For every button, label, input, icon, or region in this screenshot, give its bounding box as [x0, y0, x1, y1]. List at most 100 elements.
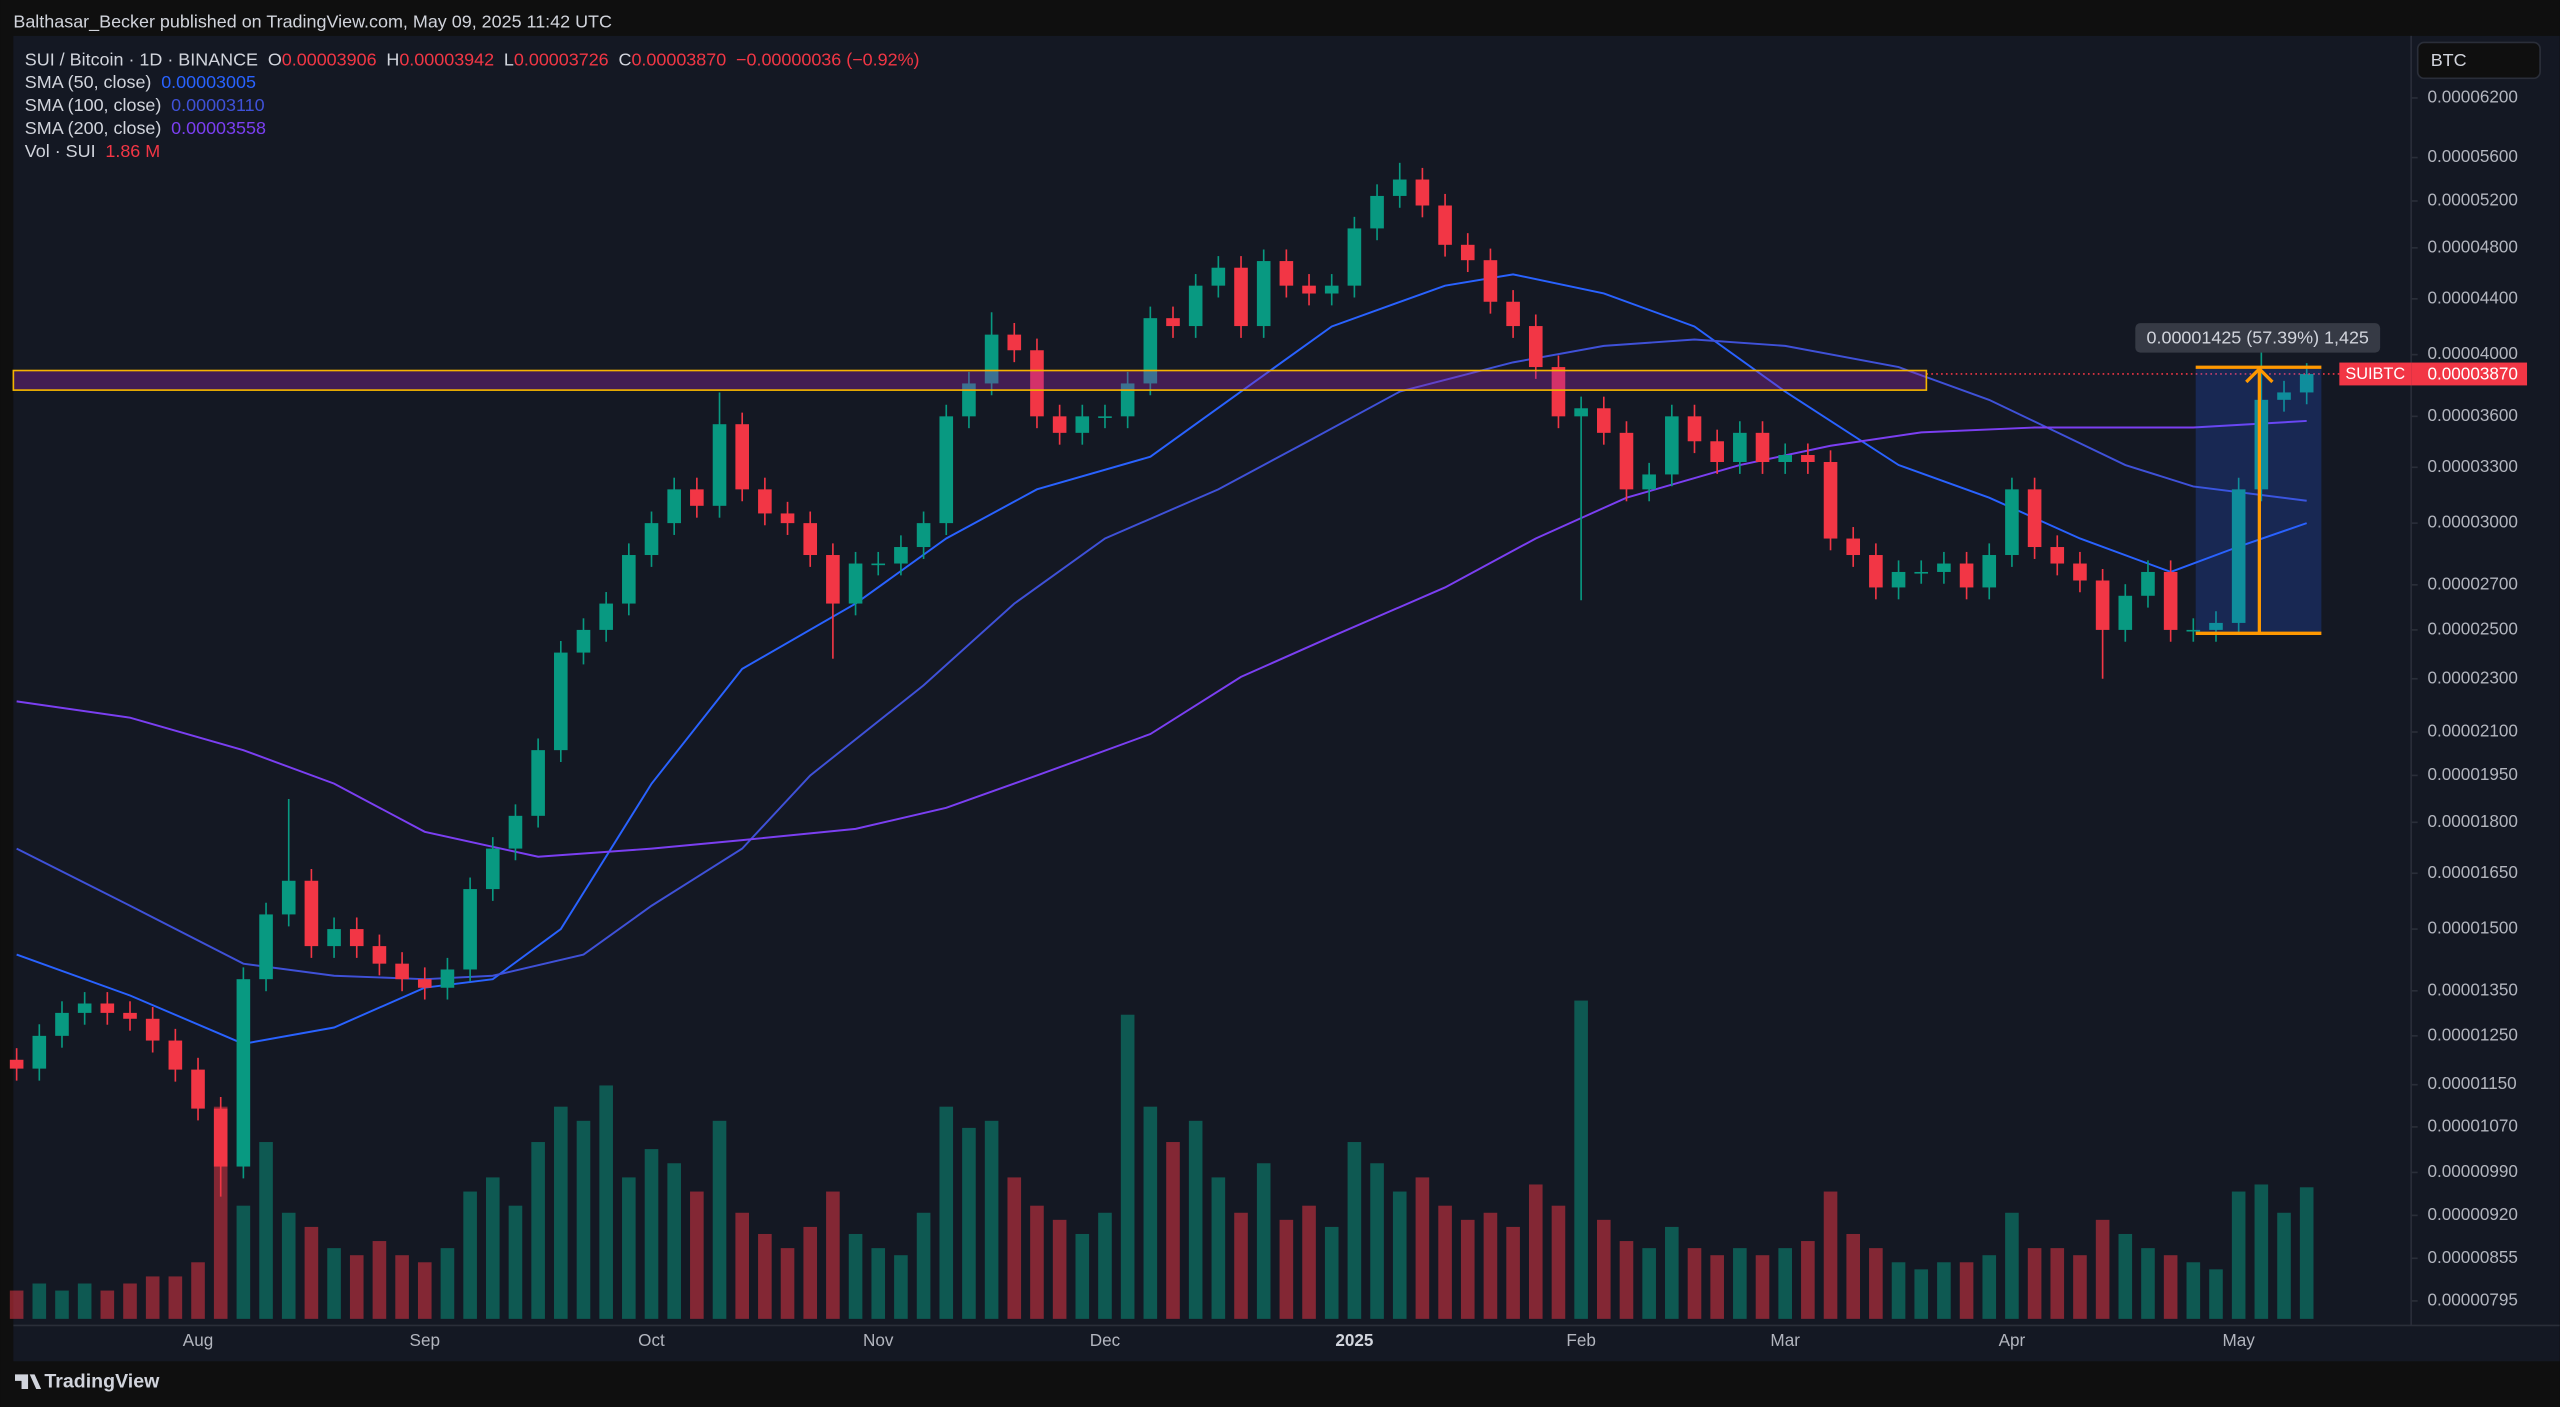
volume-bar: [417, 1262, 432, 1319]
y-tick-label: 0.00005600: [2427, 146, 2517, 166]
volume-bar: [2027, 1248, 2042, 1319]
candle-body: [1211, 267, 1226, 286]
volume-bar: [1370, 1163, 1384, 1319]
candle-body: [259, 914, 273, 980]
legend-ohlc-value: 0.00003870: [631, 49, 726, 69]
candle-body: [1007, 334, 1022, 351]
legend-ohlc-label: O: [268, 49, 282, 69]
candle-body: [1483, 260, 1498, 302]
volume-bar: [1052, 1219, 1067, 1319]
x-tick-label: Aug: [183, 1330, 213, 1350]
volume-bar: [2095, 1219, 2110, 1319]
candle-body: [1098, 416, 1112, 418]
candle-body: [168, 1040, 183, 1070]
candle-body: [1755, 432, 1770, 463]
volume-bar: [2163, 1255, 2178, 1319]
volume-bar: [1438, 1205, 1452, 1319]
volume-bar: [1778, 1248, 1792, 1319]
candle-body: [2118, 595, 2133, 630]
candle-body: [1279, 261, 1294, 286]
volume-bar: [984, 1120, 999, 1319]
candle-body: [1528, 326, 1543, 368]
volume-bar: [2277, 1212, 2291, 1319]
last-price-name: SUIBTC: [2345, 365, 2405, 383]
y-tick-label: 0.00004400: [2427, 287, 2517, 307]
candle-body: [1052, 416, 1067, 433]
candle-body: [554, 652, 568, 751]
candle-body: [1801, 455, 1815, 463]
candle-body: [417, 979, 432, 988]
candle-body: [236, 979, 251, 1167]
volume-bar: [236, 1205, 251, 1319]
candle-body: [395, 963, 409, 980]
candle-body: [1642, 474, 1656, 490]
volume-bar: [1075, 1233, 1090, 1319]
candle-body: [1596, 408, 1611, 433]
candle-body: [803, 523, 818, 556]
candle-body: [1982, 555, 1997, 588]
candle-body: [1846, 538, 1861, 556]
measure-label: 0.00001425 (57.39%) 1,425: [2147, 327, 2369, 347]
volume-bar: [690, 1191, 704, 1319]
candle-body: [55, 1012, 69, 1036]
candle-body: [1438, 205, 1452, 245]
volume-bar: [2254, 1184, 2269, 1319]
volume-bar: [1506, 1226, 1520, 1319]
candle-body: [100, 1003, 115, 1013]
candle-body: [962, 383, 976, 417]
volume-bar: [2231, 1191, 2246, 1319]
volume-bar: [735, 1212, 749, 1319]
last-price-box: [2411, 362, 2528, 386]
volume-bar: [1143, 1106, 1158, 1319]
y-tick-label: 0.00005200: [2427, 190, 2517, 210]
currency-button-box[interactable]: [2416, 41, 2541, 80]
x-tick-label: 2025: [1335, 1330, 1374, 1350]
candle-body: [191, 1069, 205, 1109]
candle-body: [667, 489, 681, 524]
x-tick-label: Mar: [1770, 1330, 1800, 1350]
candle-body: [2277, 392, 2291, 400]
volume-bar: [327, 1248, 341, 1319]
candle-body: [304, 880, 319, 947]
volume-bar: [2118, 1233, 2133, 1319]
currency-button-label[interactable]: BTC: [2431, 50, 2467, 70]
candle-body: [1188, 285, 1203, 327]
candle-body: [1075, 416, 1090, 433]
legend-change: −0.00000036 (−0.92%): [736, 49, 920, 69]
sma-line: [16, 419, 2307, 858]
legend-ohlc-label: C: [618, 49, 631, 69]
candle-body: [327, 929, 341, 947]
y-tick-label: 0.00001650: [2427, 862, 2517, 882]
footer-brand: TradingView: [44, 1371, 160, 1393]
candle-body: [894, 547, 908, 564]
candle-body: [2073, 563, 2087, 581]
volume-bar: [123, 1283, 137, 1319]
currency-button[interactable]: BTC: [2416, 41, 2541, 80]
legend-row: SMA (50, close) 0.00003005: [25, 72, 256, 92]
volume-bar: [2141, 1248, 2155, 1319]
volume-bar: [1030, 1205, 1044, 1319]
candle-body: [1869, 555, 1883, 588]
candle-body: [871, 563, 886, 566]
volume-bar: [1211, 1177, 1226, 1319]
legend-series-value: 0.00003005: [161, 72, 256, 92]
y-tick-label: 0.00001950: [2427, 764, 2517, 784]
candle-body: [2141, 571, 2155, 596]
volume-bar: [1551, 1205, 1566, 1319]
candle-body: [1778, 455, 1792, 463]
volume-bar: [622, 1177, 636, 1319]
candle-body: [1687, 416, 1702, 442]
candle-body: [2209, 622, 2223, 630]
candle-body: [1415, 179, 1430, 206]
volume-bar: [1846, 1233, 1861, 1319]
x-tick-label: Feb: [1566, 1330, 1596, 1350]
candle-body: [1551, 367, 1566, 417]
volume-bar: [1460, 1219, 1475, 1319]
volume-bar: [9, 1290, 24, 1319]
volume-bar: [962, 1127, 976, 1319]
volume-bar: [871, 1248, 886, 1319]
candle-body: [440, 969, 455, 988]
y-tick-label: 0.00001250: [2427, 1024, 2517, 1044]
volume-bar: [576, 1120, 591, 1319]
candle-body: [1665, 416, 1679, 475]
